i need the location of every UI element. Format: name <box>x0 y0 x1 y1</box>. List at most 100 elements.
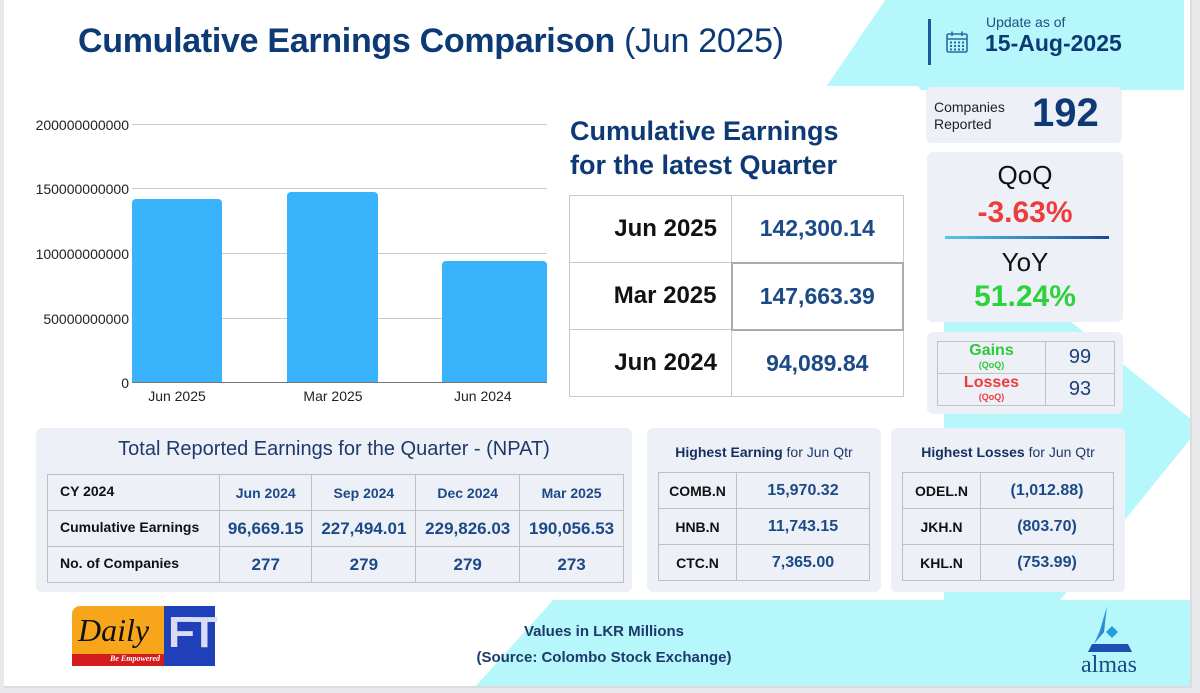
npat-title: Total Reported Earnings for the Quarter … <box>118 438 550 460</box>
logo-orange-block <box>72 606 164 654</box>
latest-quarter-panel: Cumulative Earnings for the latest Quart… <box>556 86 920 414</box>
companies-cell: 277 <box>218 546 313 583</box>
update-date: 15-Aug-2025 <box>985 30 1122 56</box>
update-label: Update as of <box>986 14 1066 30</box>
bar-chart: 200000000000 150000000000 100000000000 5… <box>4 86 559 416</box>
bg-accent-top <box>824 0 1184 90</box>
gains-label: Gains (QoQ) <box>937 341 1046 374</box>
value: (1,012.88) <box>980 472 1114 509</box>
y-tick: 0 <box>121 375 129 391</box>
bar-jun-2024 <box>442 261 547 382</box>
title-period: (Jun 2025) <box>624 22 784 60</box>
earnings-value: 147,663.39 <box>730 261 904 331</box>
highest-losses-card: Highest Losses for Jun Qtr ODEL.N (1,012.… <box>891 428 1125 592</box>
ticker: HNB.N <box>658 508 737 545</box>
period-label: Jun 2024 <box>569 329 732 397</box>
column-header: Jun 2024 <box>218 474 313 511</box>
value: 7,365.00 <box>736 544 870 581</box>
bar-jun-2025 <box>132 199 222 382</box>
y-tick: 200000000000 <box>35 117 129 133</box>
highest-earning-card: Highest Earning for Jun Qtr COMB.N 15,970… <box>647 428 881 592</box>
title-rest: for Jun Qtr <box>1024 444 1095 460</box>
table-row: KHL.N (753.99) <box>902 544 1114 581</box>
earnings-value: 142,300.14 <box>731 195 904 263</box>
label-line1: Companies <box>934 99 1005 115</box>
title-bold: Highest Losses <box>921 444 1025 460</box>
table-row: ODEL.N (1,012.88) <box>902 472 1114 509</box>
table-row: Mar 2025 147,663.39 <box>569 261 904 331</box>
y-tick: 50000000000 <box>43 311 129 327</box>
source-note: (Source: Colombo Stock Exchange) <box>476 649 732 666</box>
npat-card: Total Reported Earnings for the Quarter … <box>36 428 632 592</box>
companies-reported-label: Companies Reported <box>934 99 1005 133</box>
almas-text: almas <box>1081 652 1137 678</box>
highest-earning-title: Highest Earning for Jun Qtr <box>647 444 881 460</box>
gridline <box>132 188 547 189</box>
table-row: JKH.N (803.70) <box>902 508 1114 545</box>
title-bold: Highest Earning <box>675 444 783 460</box>
qoq-label: QoQ <box>997 160 1053 190</box>
losses-count: 93 <box>1045 373 1115 406</box>
ticker: COMB.N <box>658 472 737 509</box>
logo-tagline: Be Empowered <box>110 654 160 663</box>
corner-label: CY 2024 <box>47 474 220 511</box>
table-row: No. of Companies 277 279 279 273 <box>47 546 624 583</box>
table-row: CTC.N 7,365.00 <box>658 544 870 581</box>
gains-count: 99 <box>1045 341 1115 374</box>
latest-quarter-table: Jun 2025 142,300.14 Mar 2025 147,663.39 … <box>569 195 904 397</box>
value: (753.99) <box>980 544 1114 581</box>
latest-title-line1: Cumulative Earnings <box>570 116 839 146</box>
change-divider <box>945 236 1109 239</box>
units-note: Values in LKR Millions <box>523 623 685 640</box>
bar-mar-2025 <box>287 192 378 382</box>
table-row: COMB.N 15,970.32 <box>658 472 870 509</box>
gains-losses-card: Gains (QoQ) 99 Losses (QoQ) 93 <box>927 332 1123 414</box>
companies-cell: 273 <box>519 546 624 583</box>
infographic-canvas: Cumulative Earnings Comparison (Jun 2025… <box>4 0 1192 688</box>
table-row: HNB.N 11,743.15 <box>658 508 870 545</box>
column-header: Mar 2025 <box>519 474 624 511</box>
value: (803.70) <box>980 508 1114 545</box>
table-row: Gains (QoQ) 99 <box>937 341 1115 374</box>
ticker: ODEL.N <box>902 472 981 509</box>
highest-losses-title: Highest Losses for Jun Qtr <box>891 444 1125 460</box>
logo-daily-text: Daily <box>78 612 150 648</box>
bg-accent-bottom <box>474 600 1190 686</box>
almas-logo-icon <box>1088 606 1132 652</box>
losses-sub: (QoQ) <box>978 391 1005 402</box>
ticker: CTC.N <box>658 544 737 581</box>
column-header: Dec 2024 <box>415 474 521 511</box>
x-tick: Jun 2025 <box>148 388 206 404</box>
earnings-cell: 227,494.01 <box>311 510 417 547</box>
ticker: JKH.N <box>902 508 981 545</box>
table-row: Jun 2024 94,089.84 <box>569 329 904 397</box>
gains-text: Gains <box>969 341 1014 359</box>
almas-logo: almas <box>1074 604 1144 684</box>
logo-ft-text: FT <box>168 608 218 657</box>
period-label: Jun 2025 <box>569 195 732 263</box>
table-row: Jun 2025 142,300.14 <box>569 195 904 263</box>
yoy-label: YoY <box>1001 247 1049 277</box>
losses-label: Losses (QoQ) <box>937 373 1046 406</box>
npat-table: CY 2024 Jun 2024 Sep 2024 Dec 2024 Mar 2… <box>47 474 624 583</box>
value: 15,970.32 <box>736 472 870 509</box>
label-line2: Reported <box>934 116 992 132</box>
companies-cell: 279 <box>415 546 521 583</box>
yoy-value: 51.24% <box>974 280 1076 313</box>
value: 11,743.15 <box>736 508 870 545</box>
x-axis-line <box>132 382 547 383</box>
gains-losses-table: Gains (QoQ) 99 Losses (QoQ) 93 <box>937 341 1115 406</box>
x-tick: Jun 2024 <box>454 388 512 404</box>
row-label: Cumulative Earnings <box>47 510 220 547</box>
highest-earning-table: COMB.N 15,970.32 HNB.N 11,743.15 CTC.N 7,36… <box>658 472 870 581</box>
change-card: QoQ -3.63% YoY 51.24% <box>927 152 1123 322</box>
companies-cell: 279 <box>311 546 417 583</box>
latest-title-line2: for the latest Quarter <box>570 150 838 180</box>
gridline <box>132 124 547 125</box>
highest-losses-table: ODEL.N (1,012.88) JKH.N (803.70) KHL.N (753… <box>902 472 1114 581</box>
losses-text: Losses <box>963 373 1020 391</box>
dailyft-logo: Be Empowered Daily FT <box>72 606 218 666</box>
page-title: Cumulative Earnings Comparison (Jun 2025… <box>78 22 784 61</box>
logo-blue-block <box>164 606 215 666</box>
earnings-value: 94,089.84 <box>731 329 904 397</box>
